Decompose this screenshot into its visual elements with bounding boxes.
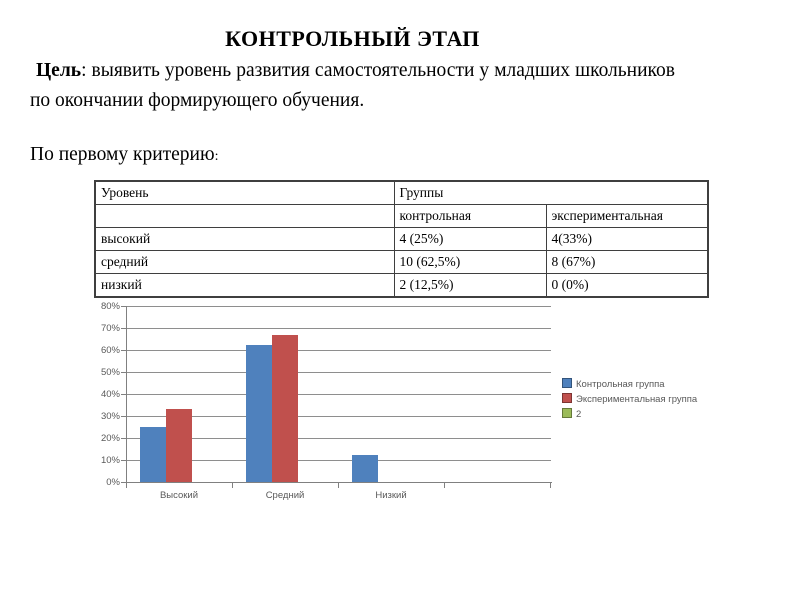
control-value-cell: 4 (25%) [393,227,547,251]
legend-item: 2 [562,408,697,423]
y-gridline [127,350,551,351]
level-cell: высокий [94,227,395,251]
criterion-line: По первому критерию: [30,144,218,166]
y-tick-mark [121,328,126,329]
criterion-colon: : [214,149,219,164]
control-value-cell: 10 (62,5%) [393,250,547,274]
legend-item: Экспериментальная группа [562,393,697,408]
x-tick-mark [550,482,551,488]
y-gridline [127,328,551,329]
y-tick-mark [121,350,126,351]
level-header-cell: Уровень [94,180,395,205]
x-tick-mark [126,482,127,488]
goal-paragraph: Цель: выявить уровень развития самостоят… [30,56,675,116]
y-gridline [127,394,551,395]
y-tick-mark [121,482,126,483]
y-gridline [127,438,551,439]
y-gridline [127,416,551,417]
y-gridline [127,306,551,307]
groups-header-cell: Группы [393,180,709,205]
y-axis-line [126,306,127,483]
legend-item: Контрольная группа [562,378,697,393]
y-tick-mark [121,372,126,373]
y-tick-label: 50% [100,367,120,378]
y-tick-mark [121,438,126,439]
y-tick-mark [121,416,126,417]
y-tick-mark [121,306,126,307]
y-tick-mark [121,394,126,395]
bar-experimental-0 [166,409,192,482]
y-tick-label: 10% [100,455,120,466]
legend-swatch-icon [562,393,572,403]
legend-swatch-icon [562,378,572,388]
table-row: средний 10 (62,5%) 8 (67%) [94,250,709,274]
x-tick-mark [232,482,233,488]
bar-control-0 [140,427,166,482]
y-tick-label: 70% [100,323,120,334]
level-cell: средний [94,250,395,274]
table-row-subheader: контрольная экспериментальная [94,204,709,228]
table-row: низкий 2 (12,5%) 0 (0%) [94,273,709,298]
goal-text: : выявить уровень развития самостоятельн… [30,60,675,111]
empty-cell [94,204,395,228]
x-category-label: Высокий [159,490,199,501]
experimental-value-cell: 0 (0%) [545,273,709,298]
goal-label: Цель [36,60,82,81]
bar-chart: Контрольная группа Экспериментальная груп… [78,300,758,510]
results-table: Уровень Группы контрольная экспериментал… [94,180,710,298]
bar-control-1 [246,344,272,482]
legend-label: Экспериментальная группа [576,394,698,405]
y-tick-label: 40% [100,389,120,400]
legend-swatch-icon [562,408,572,418]
x-axis-line [126,482,552,483]
y-tick-label: 80% [100,301,120,312]
experimental-subheader-cell: экспериментальная [545,204,709,228]
x-category-label: Средний [265,490,305,501]
experimental-value-cell: 8 (67%) [545,250,709,274]
table-row: высокий 4 (25%) 4(33%) [94,227,709,251]
experimental-value-cell: 4(33%) [545,227,709,251]
y-gridline [127,460,551,461]
y-tick-mark [121,460,126,461]
slide-title: КОНТРОЛЬНЫЙ ЭТАП [225,26,480,51]
y-tick-label: 30% [100,411,120,422]
control-value-cell: 2 (12,5%) [393,273,547,298]
chart-legend: Контрольная группа Экспериментальная груп… [562,378,697,423]
y-tick-label: 60% [100,345,120,356]
bar-control-2 [352,454,378,482]
table-row-header: Уровень Группы [94,180,709,205]
legend-label: Контрольная группа [576,379,665,390]
bar-experimental-1 [272,334,298,482]
criterion-text: По первому критерию [30,144,215,165]
x-category-label: Низкий [375,490,407,501]
x-tick-mark [338,482,339,488]
y-tick-label: 20% [100,433,120,444]
level-cell: низкий [94,273,395,298]
y-gridline [127,372,551,373]
control-subheader-cell: контрольная [393,204,547,228]
legend-label: 2 [576,409,582,420]
y-tick-label: 0% [106,477,120,488]
x-tick-mark [444,482,445,488]
